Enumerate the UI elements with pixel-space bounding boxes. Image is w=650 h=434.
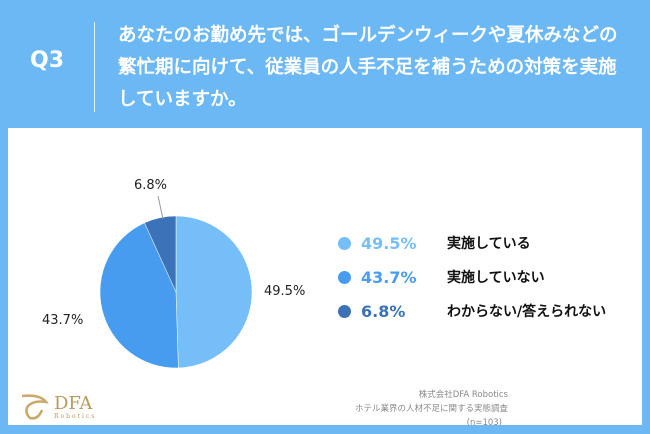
- survey-name: ホテル業界の人材不足に関する実態調査: [354, 404, 508, 414]
- data-label-2: 6.8%: [134, 178, 168, 193]
- legend-item: 49.5% 実施している: [338, 226, 606, 260]
- dfa-logo: DFA Robotics: [20, 392, 96, 422]
- legend-dot: [338, 236, 351, 250]
- legend-label: わからない/答えられない: [447, 304, 607, 320]
- legend-value: 6.8%: [361, 301, 406, 321]
- legend-value: 43.7%: [361, 267, 417, 287]
- leader-line: [157, 195, 164, 220]
- company-name: 株式会社DFA Robotics: [418, 390, 508, 400]
- pie-slice-0: [175, 215, 253, 369]
- legend-value: 49.5%: [361, 233, 417, 253]
- legend-label: 実施していない: [447, 270, 545, 286]
- pie-slice-1: [99, 222, 179, 369]
- source-note: 株式会社DFA Robotics ホテル業界の人材不足に関する実態調査 (n=1…: [308, 388, 508, 430]
- data-label-1: 43.7%: [42, 313, 84, 328]
- question-text: あなたのお勤め先では、ゴールデンウィークや夏休みなどの繁忙期に向けて、従業員の人…: [118, 25, 618, 110]
- legend-item: 43.7% 実施していない: [338, 260, 606, 294]
- legend-dot: [338, 270, 351, 284]
- legend: 49.5% 実施している 43.7% 実施していない 6.8% わからない/答えられな…: [338, 226, 606, 328]
- legend-dot: [338, 304, 351, 318]
- pie-slice-2: [144, 215, 177, 293]
- sample-size: (n=103): [466, 418, 502, 428]
- legend-item: 6.8% わからない/答えられない: [338, 294, 606, 328]
- divider: [94, 22, 95, 112]
- data-label-0: 49.5%: [264, 284, 306, 299]
- legend-label: 実施している: [447, 236, 531, 252]
- question-number: Q3: [30, 48, 65, 73]
